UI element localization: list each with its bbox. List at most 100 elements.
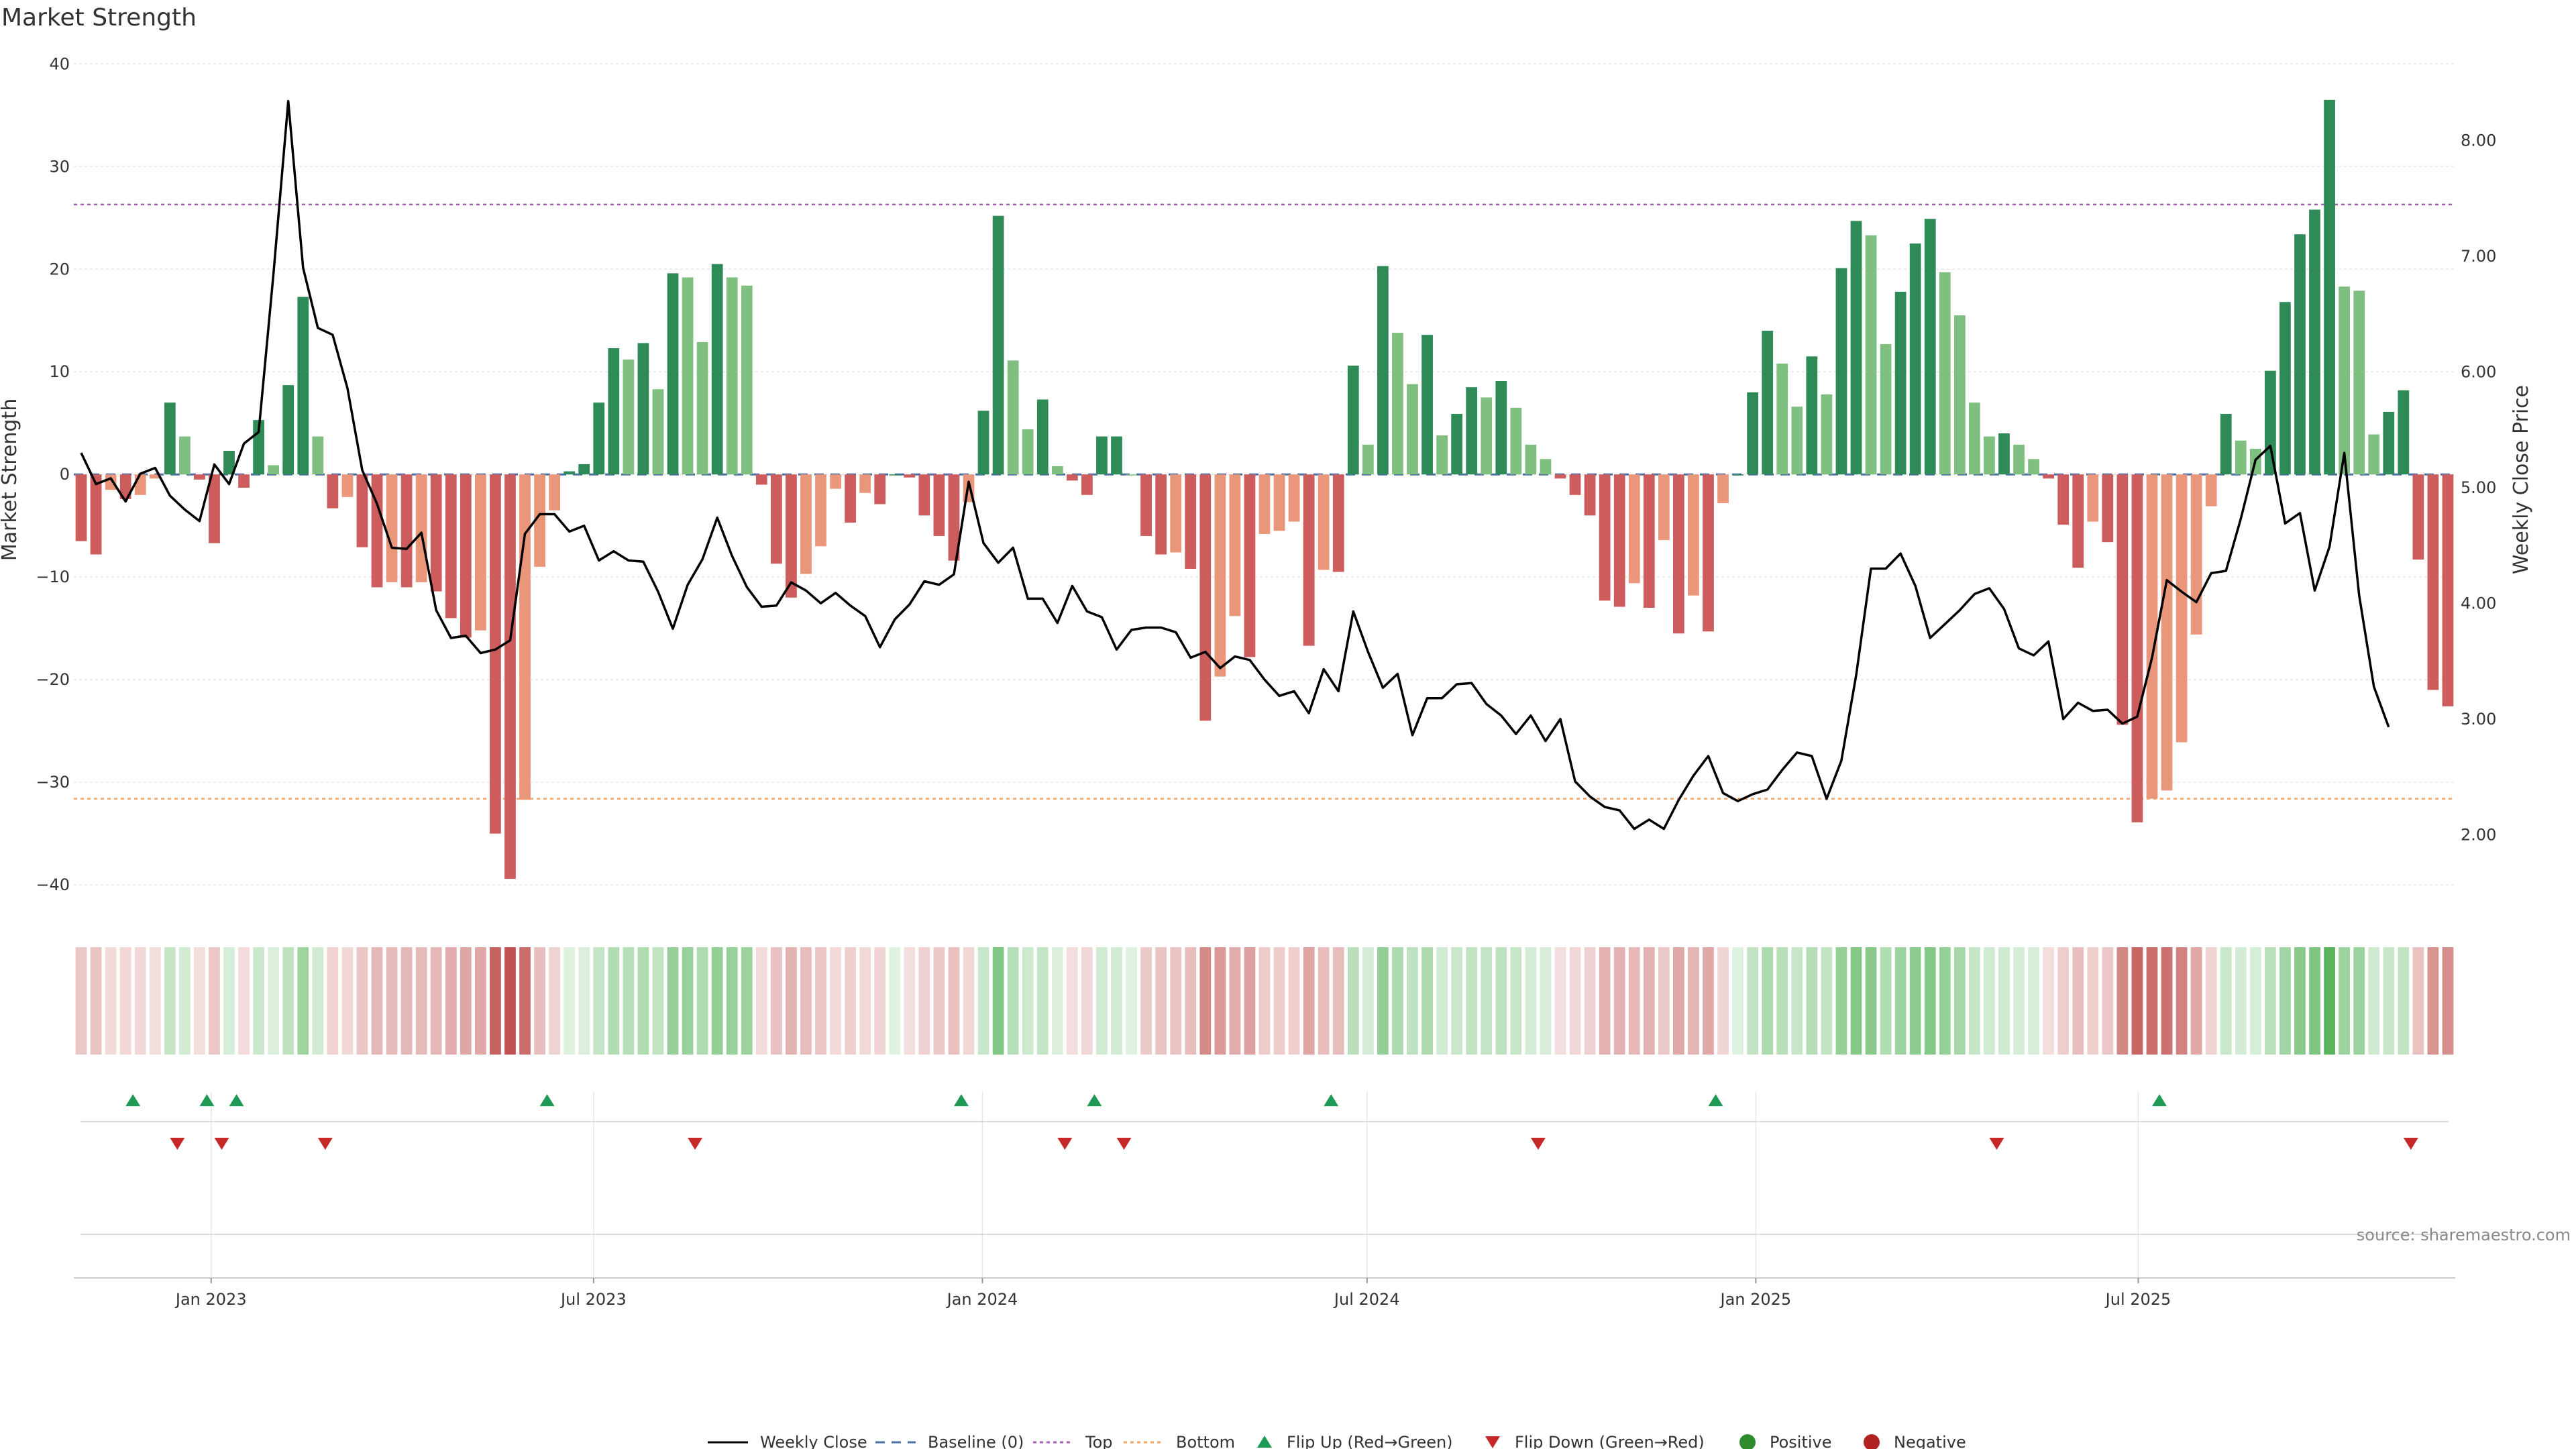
legend-label: Bottom: [1176, 1433, 1235, 1449]
strength-bar: [1880, 343, 1892, 475]
strength-bar: [2146, 474, 2158, 799]
heat-cell: [2131, 947, 2143, 1055]
heat-cell: [2412, 947, 2424, 1055]
flip-down-marker: [1530, 1138, 1546, 1150]
strength-bar: [830, 474, 841, 489]
heat-cell: [2309, 947, 2320, 1055]
heat-cell: [1865, 947, 1877, 1055]
y-tick-label: 30: [49, 157, 70, 176]
heat-cell: [178, 947, 191, 1055]
strength-bar: [1022, 429, 1034, 475]
heat-cell: [1155, 947, 1167, 1055]
strength-bar: [2028, 459, 2039, 475]
flip-markers-panel: [80, 1094, 2449, 1235]
heat-cell: [445, 947, 457, 1055]
strength-bar: [2072, 474, 2084, 568]
heat-cell: [504, 947, 516, 1055]
flip-up-marker: [1708, 1094, 1723, 1106]
heat-cell: [1894, 947, 1907, 1055]
strength-bar: [2427, 474, 2439, 690]
heat-cell: [963, 947, 975, 1055]
strength-bar: [1318, 474, 1330, 570]
y-tick-label: −30: [36, 773, 70, 792]
heat-cell: [1466, 947, 1478, 1055]
heat-cell: [149, 947, 161, 1055]
heat-cell: [889, 947, 901, 1055]
strength-bar: [889, 474, 901, 476]
flip-down-marker: [1116, 1138, 1132, 1150]
strength-bar: [2057, 474, 2070, 525]
heat-cell: [1643, 947, 1655, 1055]
heat-cell: [1584, 947, 1596, 1055]
strength-bar: [2412, 474, 2424, 560]
strength-bar: [1969, 402, 1980, 475]
strength-bar: [1717, 474, 1729, 504]
heat-cell: [977, 947, 989, 1055]
legend-label: Baseline (0): [928, 1433, 1024, 1449]
heat-cell: [238, 947, 250, 1055]
strength-bar: [75, 474, 87, 541]
strength-bar: [1214, 474, 1226, 677]
strength-bar: [1835, 268, 1847, 475]
heat-cell: [2190, 947, 2202, 1055]
heat-cell: [1392, 947, 1403, 1055]
heat-cell: [2368, 947, 2380, 1055]
strength-bar: [1732, 474, 1743, 476]
strength-bar: [386, 474, 398, 582]
heat-cell: [209, 947, 220, 1055]
heat-cell: [2072, 947, 2084, 1055]
legend-label: Positive: [1770, 1433, 1832, 1449]
heat-cell: [2279, 947, 2291, 1055]
heat-cell: [2235, 947, 2247, 1055]
heat-cell: [2176, 947, 2188, 1055]
heat-cell: [1658, 947, 1670, 1055]
strength-bar: [1924, 219, 1936, 475]
strength-bar: [371, 474, 383, 588]
strength-bar: [933, 474, 945, 536]
strength-bar: [1451, 413, 1463, 475]
y2-tick-label: 5.00: [2461, 478, 2496, 497]
heat-cell: [1288, 947, 1300, 1055]
heat-cell: [741, 947, 753, 1055]
strength-bar: [2102, 474, 2114, 543]
strength-bar: [1865, 235, 1877, 475]
strength-bar: [430, 474, 442, 592]
heat-cell: [800, 947, 812, 1055]
y-tick-label: −20: [36, 670, 70, 689]
strength-bar: [1584, 474, 1596, 516]
flip-down-marker: [1989, 1138, 2004, 1150]
heat-cell: [90, 947, 102, 1055]
y2-tick-label: 6.00: [2461, 362, 2496, 381]
heat-cell: [1303, 947, 1315, 1055]
strength-bar: [1081, 474, 1093, 495]
y2-tick-label: 8.00: [2461, 131, 2496, 150]
strength-bar: [2190, 474, 2202, 635]
heat-cell: [1909, 947, 1921, 1055]
strength-bar: [593, 402, 605, 475]
strength-bar: [2176, 474, 2188, 743]
heat-cell: [667, 947, 679, 1055]
heat-cell: [1185, 947, 1197, 1055]
flip-up-marker: [2152, 1094, 2167, 1106]
flip-down-marker: [2403, 1138, 2418, 1150]
strength-bar: [1421, 335, 1433, 475]
strength-bar: [1170, 474, 1182, 553]
strength-bar: [1066, 474, 1078, 481]
strength-bar: [1569, 474, 1581, 495]
heat-cell: [1347, 947, 1359, 1055]
strength-bar: [1776, 363, 1788, 475]
heat-cell: [1969, 947, 1980, 1055]
heat-cell: [312, 947, 324, 1055]
heat-cell: [682, 947, 694, 1055]
strength-bar: [2398, 390, 2410, 475]
strength-bar: [2265, 370, 2276, 475]
strength-bar: [637, 343, 649, 475]
heat-cell: [1126, 947, 1137, 1055]
x-tick-label: Jul 2025: [2104, 1290, 2171, 1309]
heat-cell: [519, 947, 531, 1055]
heat-cell: [1984, 947, 1995, 1055]
flip-up-marker: [539, 1094, 555, 1106]
heat-cell: [2294, 947, 2306, 1055]
heat-cell: [1540, 947, 1552, 1055]
flip-up-marker: [953, 1094, 969, 1106]
